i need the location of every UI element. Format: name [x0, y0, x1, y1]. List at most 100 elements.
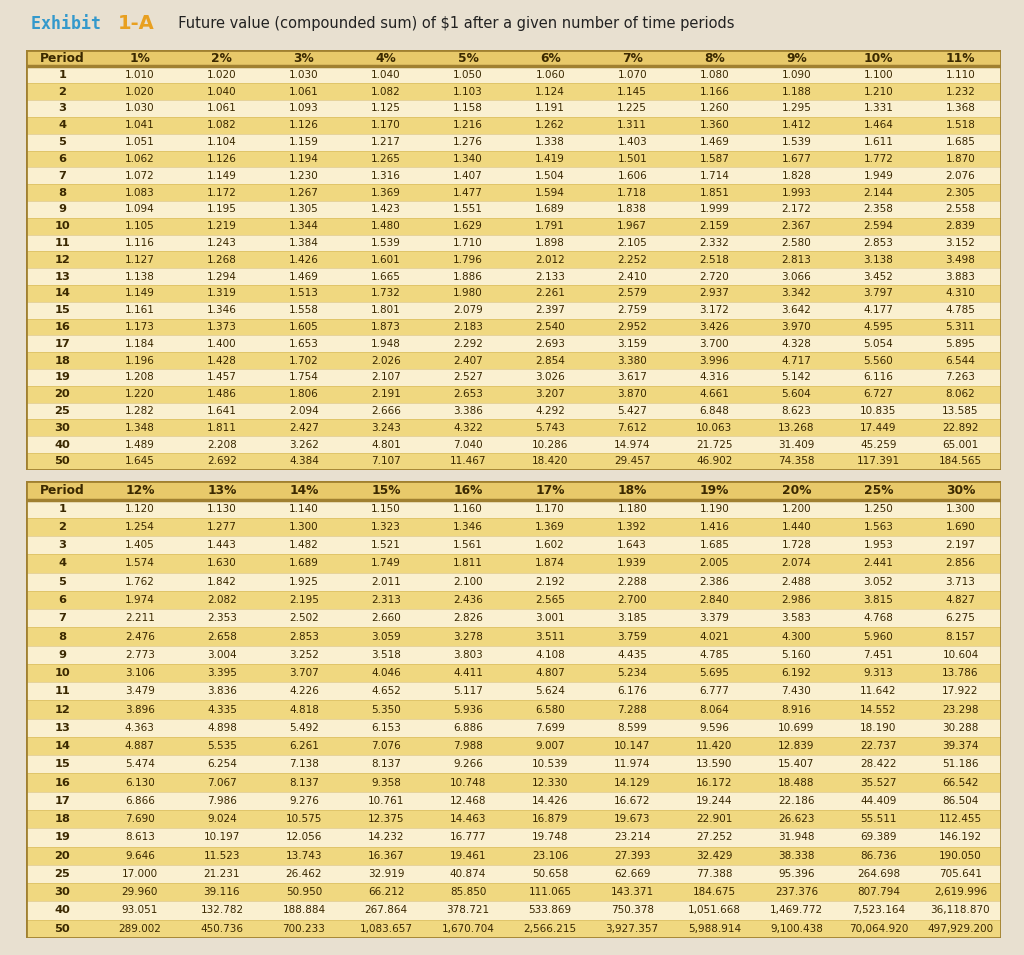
Text: 29.960: 29.960 [122, 887, 158, 897]
Text: 3.870: 3.870 [617, 390, 647, 399]
Text: 4%: 4% [376, 52, 396, 65]
Bar [26, 184, 1001, 201]
Text: 1.225: 1.225 [617, 103, 647, 114]
Text: 8: 8 [58, 631, 67, 642]
Text: 19: 19 [54, 372, 70, 382]
Text: 2.397: 2.397 [536, 306, 565, 315]
Text: 8.064: 8.064 [699, 705, 729, 714]
Text: 3.172: 3.172 [699, 306, 729, 315]
Text: 2.252: 2.252 [617, 255, 647, 265]
Text: 19%: 19% [699, 484, 729, 497]
Text: 267.864: 267.864 [365, 905, 408, 916]
Text: 3.159: 3.159 [617, 339, 647, 349]
Text: 4.801: 4.801 [371, 439, 400, 450]
Text: 9.358: 9.358 [371, 777, 401, 788]
Text: 1.873: 1.873 [371, 322, 401, 332]
Text: 1.521: 1.521 [371, 541, 401, 550]
Bar [26, 700, 1001, 719]
Text: 1.489: 1.489 [125, 439, 155, 450]
Text: 3.479: 3.479 [125, 687, 155, 696]
Text: 6.275: 6.275 [945, 613, 976, 624]
Text: 9%: 9% [786, 52, 807, 65]
Text: 112.455: 112.455 [939, 814, 982, 824]
Text: 1.811: 1.811 [454, 559, 483, 568]
Text: 1.219: 1.219 [207, 222, 237, 231]
Text: 1.949: 1.949 [863, 171, 893, 180]
Text: 1.346: 1.346 [207, 306, 237, 315]
Text: 16.879: 16.879 [531, 814, 568, 824]
Text: 9,100.438: 9,100.438 [770, 923, 822, 934]
Text: 13.786: 13.786 [942, 668, 979, 678]
Text: 7.986: 7.986 [207, 796, 237, 806]
Text: 1.170: 1.170 [371, 120, 400, 130]
Text: 750.378: 750.378 [610, 905, 653, 916]
Text: 450.736: 450.736 [201, 923, 244, 934]
Text: 1.262: 1.262 [536, 120, 565, 130]
Bar [26, 251, 1001, 268]
Text: 3.106: 3.106 [125, 668, 155, 678]
Text: 12%: 12% [125, 484, 155, 497]
Bar [26, 554, 1001, 573]
Text: 14.974: 14.974 [614, 439, 650, 450]
Text: 1.518: 1.518 [945, 120, 976, 130]
Text: 1.061: 1.061 [207, 103, 237, 114]
Text: 1.243: 1.243 [207, 238, 237, 248]
Text: 12.375: 12.375 [368, 814, 404, 824]
Text: 2.476: 2.476 [125, 631, 155, 642]
Text: 2.856: 2.856 [945, 559, 976, 568]
Text: 1.851: 1.851 [699, 187, 729, 198]
Text: 10%: 10% [863, 52, 893, 65]
Text: 3.052: 3.052 [863, 577, 893, 586]
Text: 2.332: 2.332 [699, 238, 729, 248]
Text: 25: 25 [54, 406, 70, 416]
Text: 18%: 18% [617, 484, 647, 497]
Text: 13: 13 [54, 723, 70, 732]
Text: 14: 14 [54, 741, 70, 751]
Bar [26, 591, 1001, 609]
Text: 1.602: 1.602 [536, 541, 565, 550]
Text: 20: 20 [54, 390, 70, 399]
Text: 1.999: 1.999 [699, 204, 729, 214]
Text: 1.145: 1.145 [617, 87, 647, 96]
Text: 1: 1 [58, 70, 67, 80]
Text: 2.410: 2.410 [617, 271, 647, 282]
Text: 2.288: 2.288 [617, 577, 647, 586]
Text: 6.176: 6.176 [617, 687, 647, 696]
Text: 7: 7 [58, 613, 67, 624]
Text: 1.200: 1.200 [781, 503, 811, 514]
Text: 45.259: 45.259 [860, 439, 897, 450]
Bar [26, 453, 1001, 470]
Text: 1.710: 1.710 [454, 238, 483, 248]
Text: 50.950: 50.950 [286, 887, 323, 897]
Text: 2.952: 2.952 [617, 322, 647, 332]
Text: 1.040: 1.040 [207, 87, 237, 96]
Text: 6.544: 6.544 [945, 355, 976, 366]
Text: 2.937: 2.937 [699, 288, 729, 298]
Text: 3.243: 3.243 [371, 423, 401, 433]
Text: 4.328: 4.328 [781, 339, 811, 349]
Text: 12.839: 12.839 [778, 741, 814, 751]
Text: 1.159: 1.159 [289, 138, 318, 147]
Text: 2.159: 2.159 [699, 222, 729, 231]
Text: 4.768: 4.768 [863, 613, 893, 624]
Text: 1.061: 1.061 [289, 87, 318, 96]
Text: 23.298: 23.298 [942, 705, 979, 714]
Text: 4.292: 4.292 [536, 406, 565, 416]
Text: 17%: 17% [536, 484, 565, 497]
Text: 2.441: 2.441 [863, 559, 893, 568]
Text: 4.435: 4.435 [617, 649, 647, 660]
Text: 2.653: 2.653 [454, 390, 483, 399]
Text: 1.412: 1.412 [781, 120, 811, 130]
Text: 4.384: 4.384 [289, 456, 318, 466]
Text: 533.869: 533.869 [528, 905, 571, 916]
Text: 1.050: 1.050 [454, 70, 483, 80]
Text: 39.116: 39.116 [204, 887, 241, 897]
Text: 5,988.914: 5,988.914 [688, 923, 740, 934]
Text: 86.504: 86.504 [942, 796, 979, 806]
Text: 1.158: 1.158 [454, 103, 483, 114]
Text: 1,083.657: 1,083.657 [359, 923, 413, 934]
Text: 5.895: 5.895 [945, 339, 976, 349]
Text: 32.919: 32.919 [368, 869, 404, 879]
Text: 1.010: 1.010 [125, 70, 155, 80]
Text: 3.379: 3.379 [699, 613, 729, 624]
